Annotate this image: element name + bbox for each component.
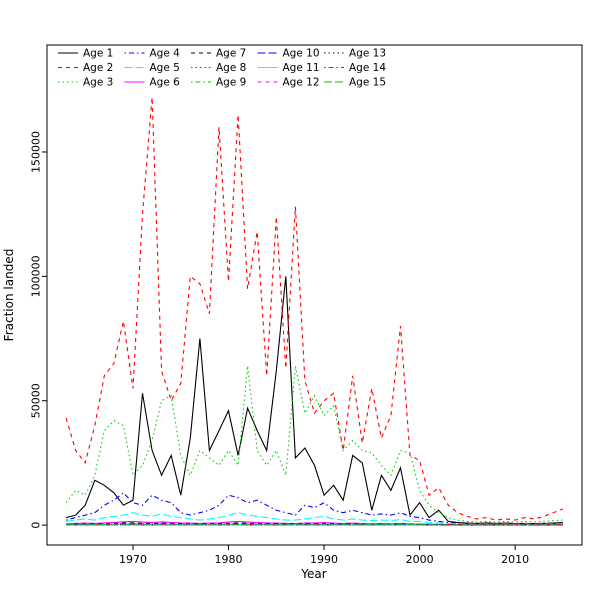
y-tick-label: 150000 (30, 131, 43, 173)
plot-frame (47, 45, 582, 545)
legend-item: Age 8 (191, 62, 246, 74)
legend-label: Age 5 (150, 62, 180, 74)
legend-item: Age 9 (191, 77, 246, 89)
x-axis-label: Year (300, 567, 326, 581)
legend-item: Age 10 (258, 48, 320, 60)
legend-label: Age 1 (83, 48, 113, 60)
legend-label: Age 6 (150, 77, 181, 89)
x-tick-label: 1980 (215, 553, 243, 566)
series-line-age-3 (66, 366, 563, 522)
legend-label: Age 2 (83, 62, 113, 74)
legend-label: Age 15 (349, 77, 386, 89)
y-axis-label: Fraction landed (2, 249, 16, 342)
legend-item: Age 3 (58, 77, 113, 89)
legend-item: Age 1 (58, 48, 113, 60)
legend-item: Age 2 (58, 62, 113, 74)
legend-item: Age 4 (125, 48, 181, 60)
y-tick-label: 50000 (30, 383, 43, 418)
legend-item: Age 5 (125, 62, 180, 74)
legend-item: Age 13 (324, 48, 386, 60)
legend-item: Age 12 (258, 77, 320, 89)
legend-item: Age 6 (125, 77, 181, 89)
legend-item: Age 15 (324, 77, 386, 89)
legend-label: Age 14 (349, 62, 386, 74)
legend-label: Age 13 (349, 48, 386, 60)
x-tick-label: 1970 (119, 553, 147, 566)
x-tick-label: 2000 (406, 553, 434, 566)
plot-area: 1970 1980 1990 2000 2010 0 50000 100000 150000 Ag… (30, 45, 583, 566)
legend-label: Age 10 (283, 48, 320, 60)
series-line-age-4 (66, 493, 563, 524)
x-tick-label: 1990 (310, 553, 338, 566)
legend-item: Age 14 (324, 62, 386, 74)
y-tick-label: 100000 (30, 255, 43, 297)
legend-label: Age 3 (83, 77, 113, 89)
legend-label: Age 8 (216, 62, 246, 74)
legend-label: Age 11 (283, 62, 320, 74)
legend-label: Age 4 (150, 48, 181, 60)
series-line-age-1 (66, 276, 563, 523)
legend-item: Age 7 (191, 48, 246, 60)
y-tick-label: 0 (30, 522, 43, 529)
legend-item: Age 11 (258, 62, 320, 74)
legend-label: Age 9 (216, 77, 246, 89)
series-line-age-2 (66, 97, 563, 520)
legend-label: Age 12 (283, 77, 320, 89)
legend-label: Age 7 (216, 48, 246, 60)
x-tick-label: 2010 (501, 553, 529, 566)
